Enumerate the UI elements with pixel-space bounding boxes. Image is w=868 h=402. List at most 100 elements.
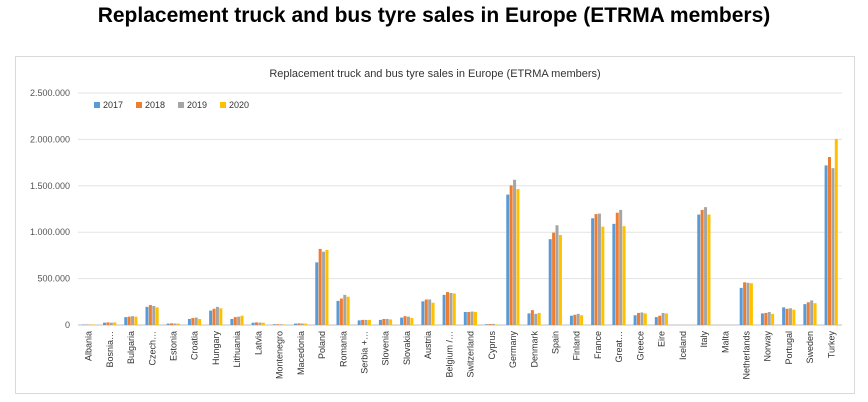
bar [155, 307, 159, 325]
bar [619, 209, 623, 325]
bar [318, 248, 322, 325]
bar [187, 318, 191, 325]
bar [707, 214, 711, 325]
bar [806, 302, 810, 325]
bar [506, 194, 510, 325]
x-tick-label: Austria [423, 331, 433, 359]
x-tick-label: Montenegro [275, 331, 285, 379]
x-tick-label: Estonia [169, 331, 179, 361]
bar [385, 318, 389, 325]
bar [548, 239, 552, 325]
bar [209, 310, 213, 325]
bar [527, 313, 531, 325]
bar [509, 185, 513, 325]
gridlines [78, 92, 842, 326]
x-tick-label: Switzerland [466, 331, 476, 378]
bar [597, 213, 601, 325]
bar [237, 316, 241, 325]
bar [325, 249, 329, 325]
x-tick-label: Malta [720, 331, 730, 353]
bar [697, 214, 701, 325]
x-tick-label: Spain [551, 331, 561, 354]
bar [467, 312, 471, 325]
bar [785, 308, 789, 325]
bar [389, 319, 393, 325]
bar [558, 234, 562, 325]
page-title: Replacement truck and bus tyre sales in … [97, 4, 771, 27]
bar [131, 316, 135, 325]
bar [219, 308, 223, 325]
bar [767, 312, 771, 325]
bar [491, 323, 495, 325]
bar [792, 309, 796, 325]
y-tick-label: 1.000.000 [30, 227, 70, 237]
y-axis-ticks: 0 500.000 1.000.000 1.500.000 2.000.000 2.500… [30, 88, 70, 330]
x-tick-label: Sweden [805, 331, 815, 364]
bar [534, 313, 538, 325]
bar [191, 318, 195, 325]
bar [304, 323, 308, 325]
bar [474, 312, 478, 325]
y-tick-label: 2.500.000 [30, 88, 70, 98]
bar [739, 287, 743, 325]
bar [749, 283, 753, 325]
legend-swatch [94, 102, 100, 108]
bar [704, 207, 708, 325]
bar [254, 322, 258, 325]
bar [279, 324, 283, 325]
bar [382, 318, 386, 325]
bar [700, 209, 704, 325]
bar [145, 306, 149, 325]
bar [813, 303, 817, 325]
x-tick-label: France [593, 331, 603, 359]
bar [152, 305, 156, 325]
bar [113, 322, 117, 325]
bar [488, 324, 492, 325]
bar [513, 179, 517, 325]
bar [643, 313, 647, 325]
bar [743, 282, 747, 325]
x-tick-label: Finland [572, 331, 582, 361]
chart-frame: Replacement truck and bus tyre sales in … [15, 56, 855, 394]
bar [361, 319, 365, 325]
chart-title: Replacement truck and bus tyre sales in … [269, 68, 600, 80]
bar [283, 324, 287, 325]
bar [400, 317, 404, 325]
bar [106, 322, 110, 325]
x-tick-label: Slovenia [381, 331, 391, 366]
bar [824, 165, 828, 325]
x-tick-label: Lithuania [232, 331, 242, 368]
bar [746, 282, 750, 325]
bar [485, 324, 489, 325]
y-tick-label: 500.000 [37, 274, 70, 284]
x-tick-label: Latvia [253, 331, 263, 355]
bar [622, 226, 626, 325]
bar [654, 317, 658, 325]
bars [81, 138, 838, 325]
bar [591, 218, 595, 325]
x-tick-label: Norway [763, 331, 773, 362]
legend-label: 2020 [229, 100, 249, 110]
bar [336, 300, 340, 325]
legend-swatch [136, 102, 142, 108]
bar [463, 312, 467, 325]
bar [421, 301, 425, 325]
bar [445, 292, 449, 325]
x-tick-label: Netherlands [742, 331, 752, 380]
bar [258, 322, 262, 325]
bar [166, 323, 170, 325]
bar [170, 323, 174, 325]
bar [406, 316, 410, 325]
bar [771, 313, 775, 325]
bar [530, 310, 534, 325]
bar [403, 316, 407, 325]
x-tick-label: Greece [635, 331, 645, 361]
bar [339, 298, 343, 325]
x-axis-ticks: Albania Bosnia… Bulgaria Czech… Estonia Croat… [84, 331, 837, 380]
bar [552, 232, 556, 325]
x-tick-label: Serbia +… [360, 331, 370, 374]
bar [573, 314, 577, 325]
bar [612, 223, 616, 325]
y-tick-label: 0 [65, 320, 70, 330]
bar [173, 323, 177, 325]
